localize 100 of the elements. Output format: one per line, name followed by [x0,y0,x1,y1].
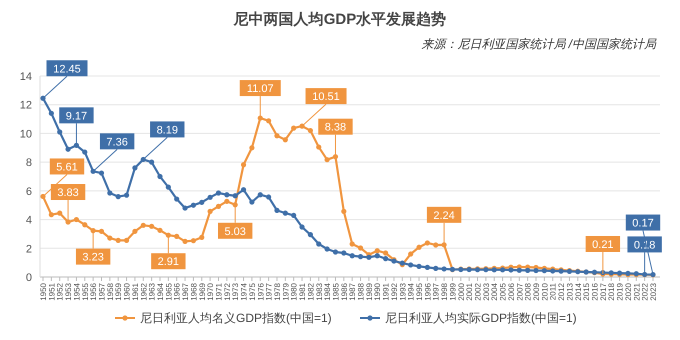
x-tick-label: 1968 [189,282,198,301]
x-tick-label: 1996 [423,282,432,301]
x-tick-label: 1977 [264,282,274,301]
x-tick-label: 1987 [348,282,358,301]
x-tick-label: 1975 [248,282,257,301]
x-tick-label: 2023 [649,282,658,301]
x-tick-label: 2003 [482,282,491,301]
x-tick-label: 1985 [331,282,340,301]
x-tick-label: 1966 [172,282,182,301]
x-tick-label: 2020 [624,282,633,301]
data-label: 3.23 [82,252,104,264]
x-tick-label: 1954 [72,282,82,301]
x-tick-label: 1983 [314,282,324,301]
x-tick-label: 1997 [432,282,441,301]
chart-title: 尼中两国人均GDP水平发展趋势 [232,11,446,28]
data-label: 7.36 [106,136,128,148]
x-tick-label: 1988 [356,282,366,301]
x-tick-label: 1989 [364,282,374,301]
x-tick-label: 1994 [406,282,416,301]
x-tick-label: 1972 [222,282,232,301]
x-tick-label: 2000 [456,282,466,301]
x-tick-label: 2016 [590,282,600,301]
x-tick-label: 2004 [490,282,500,301]
x-tick-label: 2018 [607,282,616,301]
x-tick-label: 1980 [290,282,299,301]
data-label: 2.91 [158,256,180,268]
x-tick-label: 1999 [448,282,458,301]
x-tick-label: 1965 [164,282,174,301]
data-label: 2.24 [433,210,455,222]
x-tick-label: 2012 [557,282,566,301]
x-tick-label: 2005 [498,282,508,301]
x-tick-label: 1967 [181,282,190,301]
x-tick-label: 2017 [598,282,608,301]
data-label: 9.17 [66,110,88,122]
data-label: 8.19 [156,124,178,136]
x-tick-label: 1969 [198,282,207,301]
x-tick-label: 1981 [298,282,308,301]
x-tick-label: 1974 [240,282,249,301]
data-label: 10.51 [312,91,340,104]
data-label: 0.21 [592,238,614,251]
legend-label: 尼日利亚人均实际GDP指数(中国=1) [385,311,577,325]
x-tick-label: 1960 [122,282,132,301]
x-tick-label: 1995 [415,282,424,301]
x-tick-label: 1955 [80,282,90,301]
x-tick-label: 1998 [440,282,450,301]
source-note: 来源：尼日利亚国家统计局 /中国国家统计局 [421,37,657,51]
x-tick-label: 1991 [382,282,391,301]
x-tick-label: 2001 [465,282,474,301]
y-tick-label: 4 [26,214,32,227]
x-tick-label: 2006 [506,282,516,301]
x-tick-label: 1978 [272,282,282,301]
x-tick-label: 2011 [548,282,558,300]
x-tick-label: 1950 [39,282,48,301]
data-label: 3.83 [57,187,79,200]
x-tick-label: 1951 [47,282,56,301]
x-tick-label: 1963 [148,282,157,301]
x-tick-label: 2008 [524,282,533,301]
x-tick-label: 2019 [616,282,625,301]
legend-label: 尼日利亚人均名义GDP指数(中国=1) [140,311,332,325]
y-tick-label: 10 [20,128,32,140]
data-label: 0.17 [632,218,654,230]
y-tick-label: 8 [26,157,32,170]
x-tick-label: 1953 [64,282,74,301]
x-tick-label: 2013 [565,282,574,301]
x-tick-label: 1959 [114,282,124,301]
x-tick-label: 1973 [231,282,240,301]
x-tick-label: 2002 [474,282,483,301]
x-tick-label: 1986 [340,282,349,301]
data-label: 5.03 [224,226,246,238]
x-tick-label: 2010 [540,282,550,301]
x-tick-label: 1964 [156,282,165,301]
x-tick-label: 2015 [582,282,592,301]
x-tick-label: 1976 [256,282,266,301]
x-tick-label: 1984 [323,282,332,301]
x-tick-label: 1956 [89,282,98,301]
y-tick-label: 2 [26,243,32,256]
x-tick-label: 1992 [390,282,399,301]
x-tick-label: 1990 [373,282,382,301]
x-tick-label: 2021 [632,282,642,301]
x-tick-label: 2014 [574,282,583,301]
x-tick-label: 1958 [106,282,115,301]
data-label: 11.07 [246,83,274,96]
data-label: 8.38 [324,122,346,134]
x-tick-label: 1970 [206,282,216,301]
x-tick-label: 1982 [306,282,316,301]
x-tick-label: 2022 [640,282,650,301]
y-tick-label: 14 [20,71,32,83]
y-tick-label: 6 [26,186,32,198]
x-tick-label: 1962 [139,282,148,301]
y-tick-label: 12 [20,100,32,112]
x-tick-label: 1971 [214,282,224,301]
x-tick-label: 2009 [532,282,542,301]
x-tick-label: 1952 [56,282,65,301]
y-tick-label: 0 [26,272,32,284]
x-tick-label: 1979 [281,282,290,301]
x-tick-label: 1957 [97,282,106,301]
x-tick-label: 1961 [130,282,140,301]
x-tick-label: 2007 [515,282,524,301]
x-tick-label: 1993 [398,282,408,301]
data-label: 5.61 [56,161,78,174]
